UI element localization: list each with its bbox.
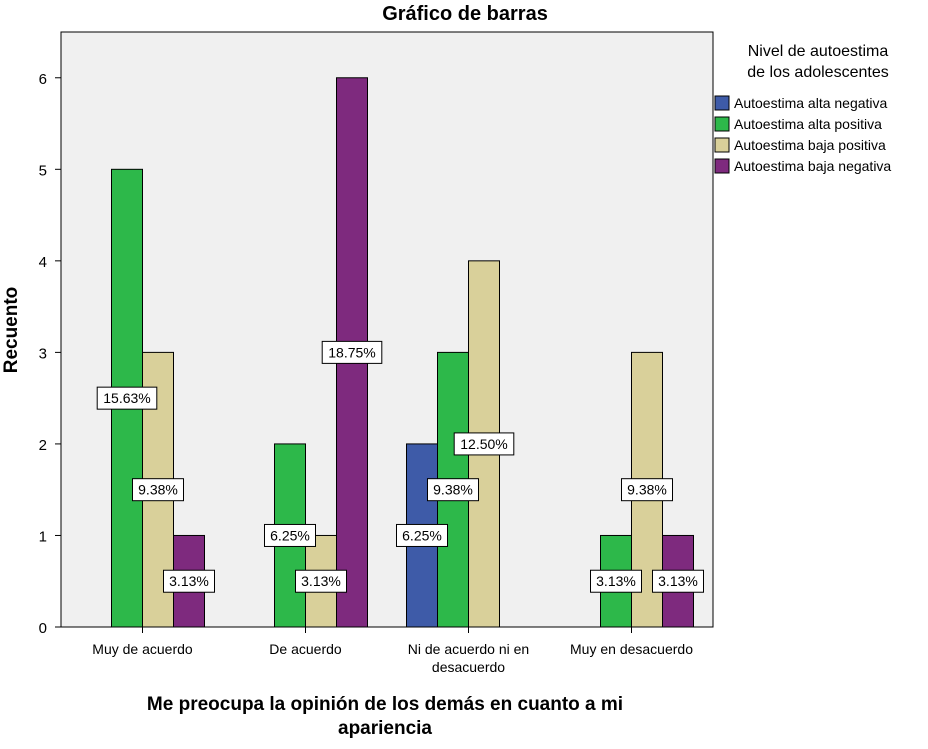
x-tick-label: Muy de acuerdo — [92, 641, 193, 657]
data-label: 9.38% — [627, 482, 667, 498]
legend-swatch — [714, 137, 730, 153]
data-label-box — [132, 478, 184, 502]
data-label-box — [590, 569, 642, 593]
legend-item: Autoestima baja negativa — [734, 158, 891, 174]
data-label: 15.63% — [103, 390, 150, 406]
x-tick-label: desacuerdo — [432, 659, 505, 675]
y-tick-label: 0 — [39, 620, 47, 637]
y-tick-label: 1 — [39, 528, 47, 545]
data-label: 3.13% — [596, 573, 636, 589]
x-axis-label: apariencia — [338, 718, 432, 739]
x-tick-label: De acuerdo — [269, 641, 342, 657]
data-label-box — [321, 340, 383, 364]
y-axis-label: Recuento — [1, 287, 22, 374]
data-label-box — [396, 523, 448, 547]
legend-swatch — [714, 158, 730, 174]
data-label: 6.25% — [402, 527, 442, 543]
data-label: 9.38% — [138, 482, 178, 498]
data-label-box — [295, 569, 347, 593]
data-label: 3.13% — [169, 573, 209, 589]
y-tick-label: 2 — [39, 437, 47, 454]
data-label: 12.50% — [460, 436, 507, 452]
data-label-box — [652, 569, 704, 593]
legend-title: Nivel de autoestima — [748, 43, 889, 60]
x-tick-label: Ni de acuerdo ni en — [408, 641, 529, 657]
data-label-box — [621, 478, 673, 502]
data-label: 9.38% — [433, 482, 473, 498]
data-label: 3.13% — [301, 573, 341, 589]
legend-swatch — [714, 95, 730, 111]
x-tick-label: Muy en desacuerdo — [570, 641, 693, 657]
data-label: 3.13% — [658, 573, 698, 589]
y-tick-label: 3 — [39, 345, 47, 362]
legend-item: Autoestima baja positiva — [734, 137, 886, 153]
legend-item: Autoestima alta negativa — [734, 95, 888, 111]
legend-title: de los adolescentes — [747, 64, 888, 81]
data-label-box — [163, 569, 215, 593]
data-label-box — [264, 523, 316, 547]
legend-swatch — [714, 116, 730, 132]
x-axis-label: Me preocupa la opinión de los demás en c… — [147, 694, 623, 715]
data-label-box — [453, 432, 515, 456]
y-tick-label: 4 — [39, 254, 47, 271]
y-tick-label: 5 — [39, 162, 47, 179]
data-label: 6.25% — [270, 527, 310, 543]
legend-item: Autoestima alta positiva — [734, 116, 882, 132]
data-label-box — [427, 478, 479, 502]
y-tick-label: 6 — [39, 71, 47, 88]
chart-title: Gráfico de barras — [382, 3, 548, 25]
data-label: 18.75% — [328, 344, 375, 360]
data-label-box — [96, 386, 158, 410]
